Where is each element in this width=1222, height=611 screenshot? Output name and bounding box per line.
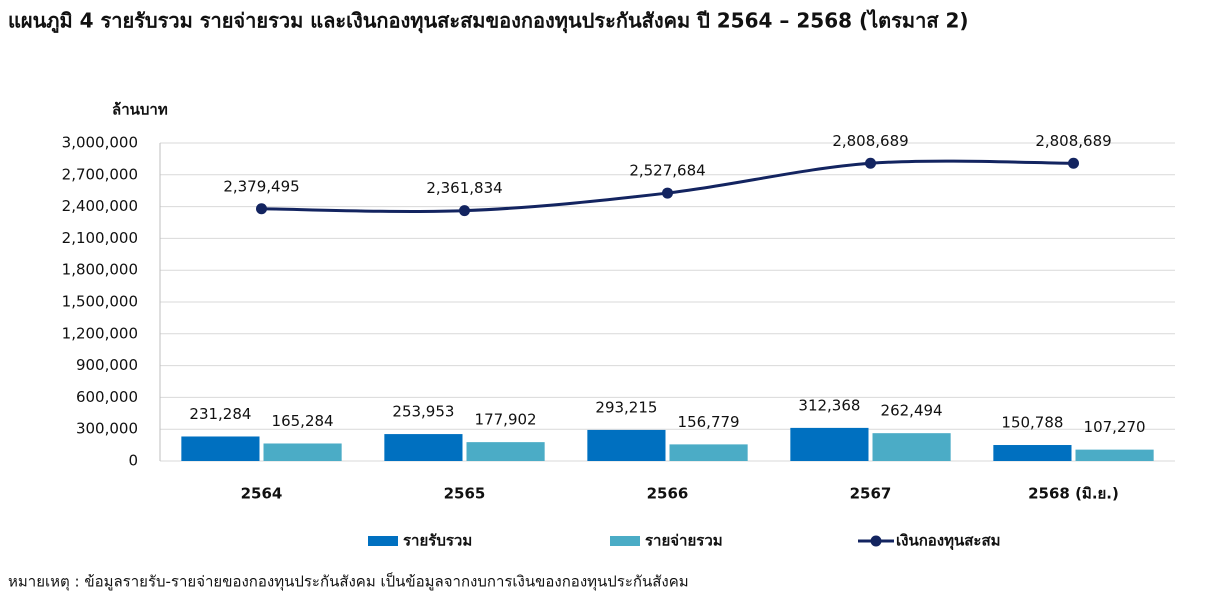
line-value-label: 2,808,689 bbox=[832, 132, 908, 150]
bar-value-label: 165,284 bbox=[272, 412, 334, 430]
y-tick-label: 2,100,000 bbox=[62, 229, 138, 247]
y-tick-label: 1,200,000 bbox=[62, 324, 138, 342]
bar bbox=[263, 443, 342, 461]
y-tick-label: 2,400,000 bbox=[62, 197, 138, 215]
line-point bbox=[865, 157, 876, 169]
y-tick-label: 1,800,000 bbox=[62, 261, 138, 279]
y-tick-label: 3,000,000 bbox=[62, 134, 138, 152]
bar bbox=[993, 445, 1072, 461]
bar-value-label: 262,494 bbox=[881, 402, 943, 420]
legend-swatch bbox=[610, 536, 640, 546]
bar-value-label: 253,953 bbox=[392, 403, 454, 421]
y-axis-label: ล้านบาท bbox=[112, 101, 168, 119]
line-value-label: 2,361,834 bbox=[426, 179, 502, 197]
legend-swatch bbox=[870, 535, 882, 547]
bar-value-label: 312,368 bbox=[798, 396, 860, 414]
x-tick-label: 2566 bbox=[647, 485, 689, 503]
line-value-label: 2,379,495 bbox=[223, 177, 299, 195]
bar bbox=[587, 429, 666, 461]
y-tick-label: 900,000 bbox=[76, 356, 138, 374]
bar bbox=[669, 444, 748, 461]
bar-value-label: 156,779 bbox=[678, 413, 740, 431]
legend-label: รายจ่ายรวม bbox=[645, 532, 723, 550]
x-tick-label: 2565 bbox=[444, 485, 486, 503]
line-point bbox=[256, 203, 267, 215]
y-tick-label: 600,000 bbox=[76, 388, 138, 406]
x-tick-label: 2567 bbox=[850, 485, 892, 503]
line-point bbox=[662, 187, 673, 199]
chart-title: แผนภูมิ 4 รายรับรวม รายจ่ายรวม และเงินกอ… bbox=[8, 9, 969, 35]
y-tick-label: 2,700,000 bbox=[62, 165, 138, 183]
y-tick-label: 300,000 bbox=[76, 420, 138, 438]
bar-value-label: 107,270 bbox=[1084, 418, 1146, 436]
legend-swatch bbox=[368, 536, 398, 546]
bar bbox=[384, 434, 463, 461]
line-point bbox=[1068, 157, 1079, 169]
bar bbox=[790, 427, 869, 461]
bar-value-label: 293,215 bbox=[595, 398, 657, 416]
bar bbox=[181, 436, 260, 461]
line-value-label: 2,527,684 bbox=[629, 162, 705, 180]
bar-value-label: 177,902 bbox=[475, 411, 537, 429]
bar bbox=[1075, 449, 1154, 461]
bar-value-label: 150,788 bbox=[1001, 414, 1063, 432]
bar bbox=[466, 442, 545, 461]
x-tick-label: 2564 bbox=[241, 485, 283, 503]
y-tick-label: 1,500,000 bbox=[62, 293, 138, 311]
x-tick-label: 2568 (มิ.ย.) bbox=[1028, 485, 1119, 503]
line-point bbox=[459, 205, 470, 217]
legend-label: รายรับรวม bbox=[403, 532, 472, 550]
bar-value-label: 231,284 bbox=[189, 405, 251, 423]
footnote: หมายเหตุ : ข้อมูลรายรับ-รายจ่ายของกองทุน… bbox=[8, 572, 689, 592]
line-value-label: 2,808,689 bbox=[1035, 132, 1111, 150]
bar bbox=[872, 433, 951, 461]
y-tick-label: 0 bbox=[128, 452, 138, 470]
legend-label: เงินกองทุนสะสม bbox=[896, 532, 1001, 551]
